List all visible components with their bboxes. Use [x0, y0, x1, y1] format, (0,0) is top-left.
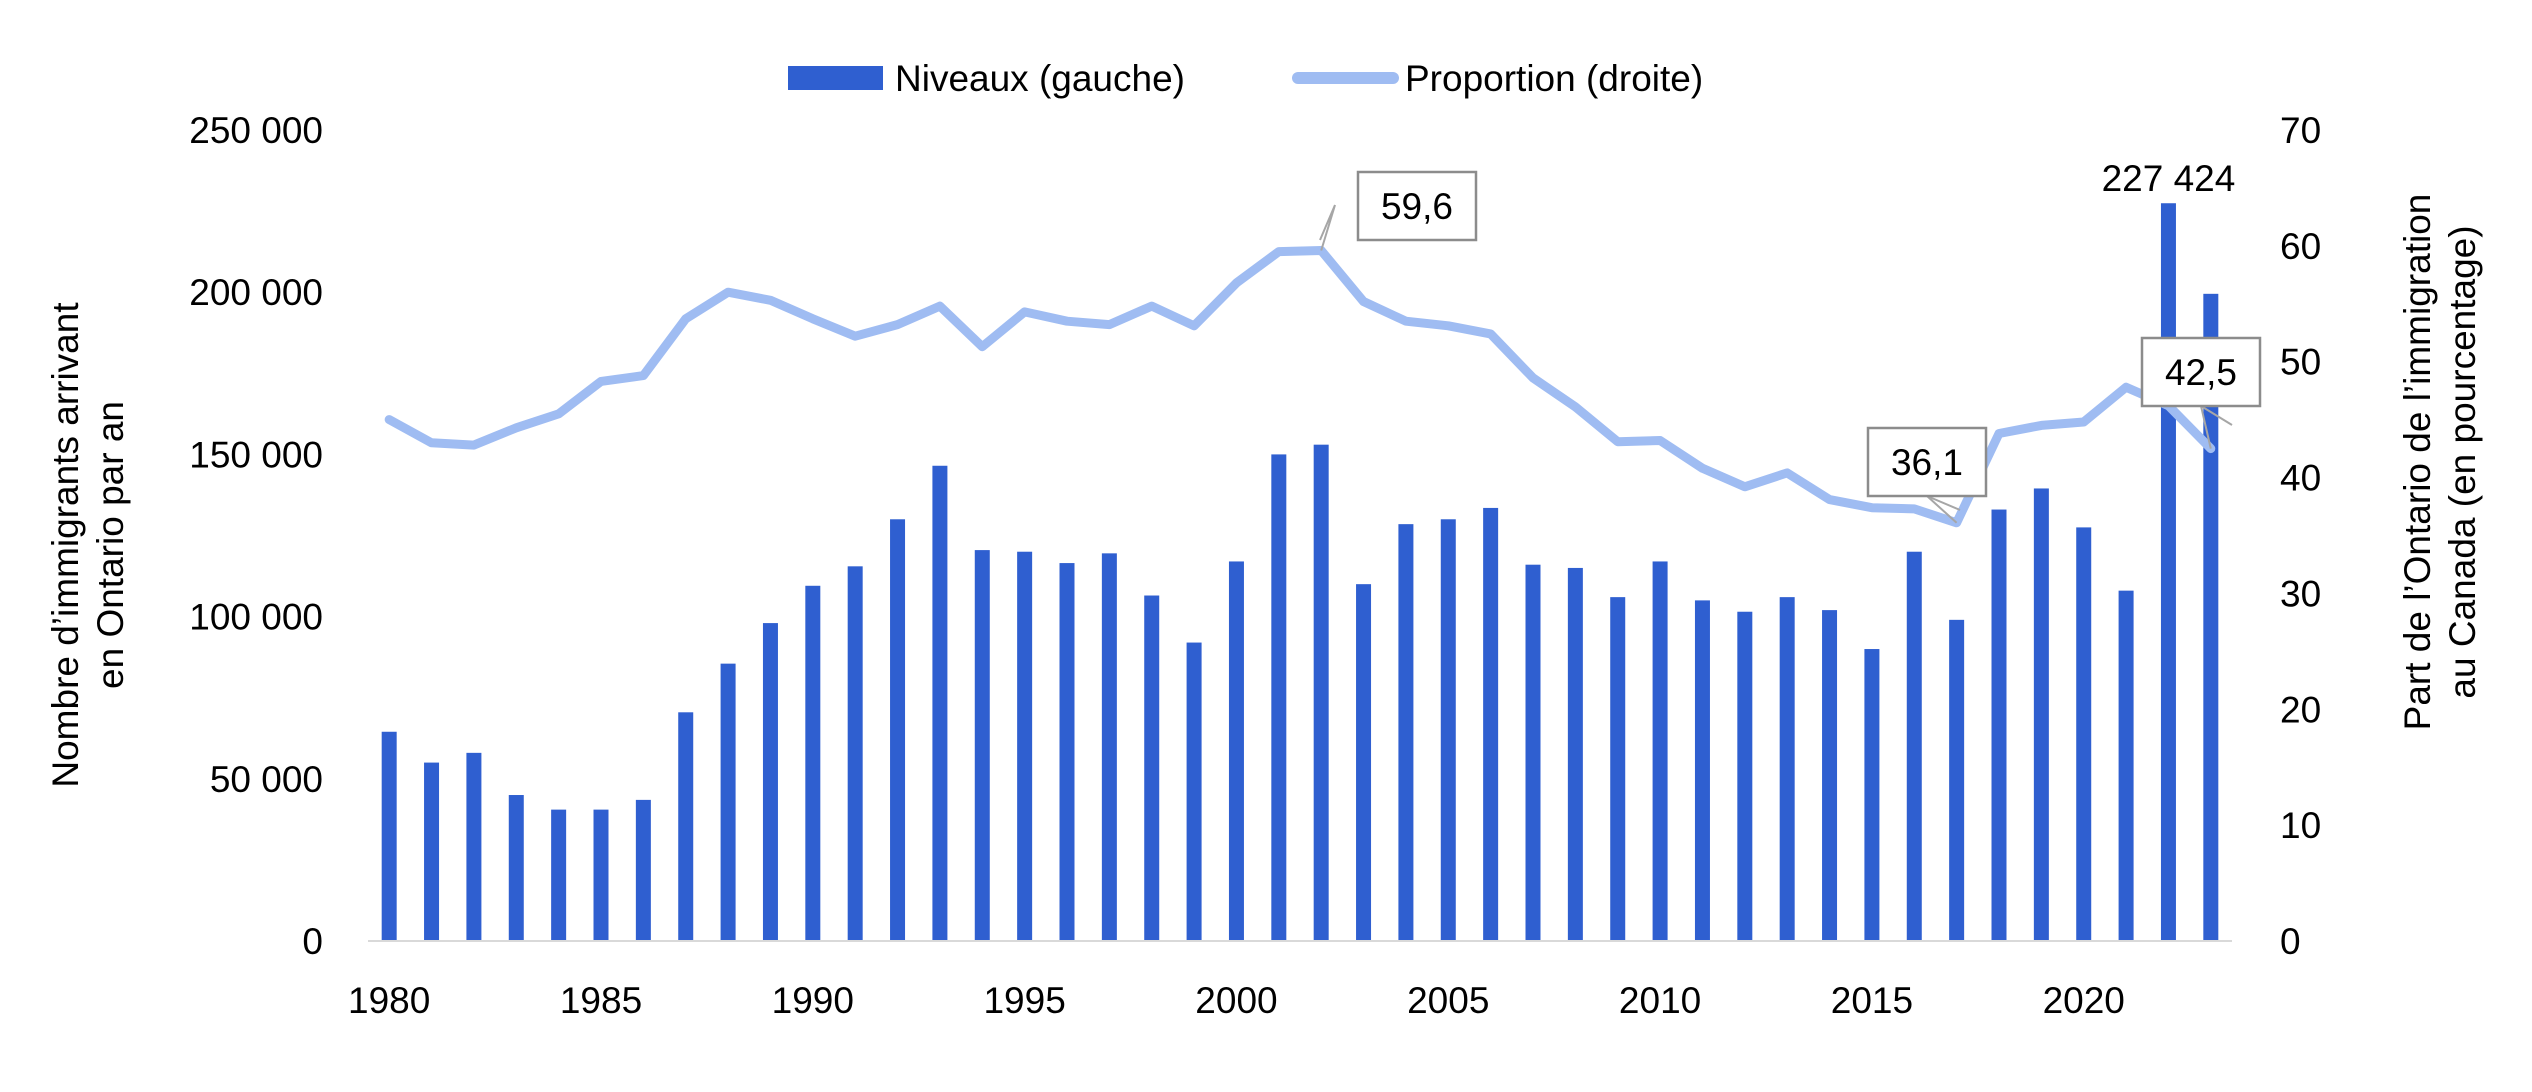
callout-label: 42,5 — [2165, 352, 2237, 393]
right-tick-label: 70 — [2280, 110, 2321, 151]
right-tick-label: 50 — [2280, 342, 2321, 383]
bar — [2118, 590, 2134, 941]
bar — [974, 550, 990, 941]
callout-box — [1356, 170, 1478, 242]
bar — [1822, 610, 1838, 941]
bar — [1356, 584, 1372, 941]
bar — [1313, 444, 1329, 941]
bar — [1610, 597, 1626, 941]
bar — [1779, 597, 1795, 941]
bar — [2033, 488, 2049, 941]
callout-label: 36,1 — [1891, 442, 1963, 483]
right-tick-label: 30 — [2280, 573, 2321, 614]
bar — [508, 795, 524, 941]
left-tick-label: 50 000 — [210, 759, 323, 800]
x-tick-label: 2015 — [1831, 980, 1913, 1021]
bar — [381, 731, 397, 941]
x-tick-label: 1990 — [772, 980, 854, 1021]
bar — [1017, 551, 1033, 941]
x-tick-label: 1980 — [348, 980, 430, 1021]
x-tick-label: 1995 — [983, 980, 1065, 1021]
bar — [847, 566, 863, 941]
legend-label-proportion: Proportion (droite) — [1405, 58, 1703, 99]
left-tick-label: 250 000 — [189, 110, 323, 151]
right-axis-title-line1: Part de l’Ontario de l’immigration — [2397, 194, 2438, 731]
bar — [1101, 553, 1117, 941]
bar — [1271, 454, 1287, 941]
bar — [1228, 561, 1244, 941]
right-axis-title-line2: au Canada (en pourcentage) — [2442, 225, 2483, 698]
x-tick-label: 2010 — [1619, 980, 1701, 1021]
bar — [424, 762, 440, 941]
bar — [1991, 509, 2007, 941]
callout-leader — [1319, 204, 1336, 251]
bar — [1949, 619, 1965, 941]
right-tick-label: 20 — [2280, 689, 2321, 730]
right-tick-label: 60 — [2280, 226, 2321, 267]
x-tick-label: 2005 — [1407, 980, 1489, 1021]
bar — [1525, 564, 1541, 941]
bar — [890, 519, 906, 941]
bar — [2160, 203, 2176, 941]
bar — [1059, 563, 1075, 941]
legend-swatch-niveaux — [788, 66, 883, 90]
left-tick-label: 150 000 — [189, 434, 323, 475]
bar — [762, 623, 778, 941]
left-axis-title-line2: en Ontario par an — [90, 401, 131, 689]
bar-data-label: 227 424 — [2102, 158, 2236, 199]
bar — [720, 663, 736, 941]
x-tick-label: 1985 — [560, 980, 642, 1021]
right-tick-label: 40 — [2280, 458, 2321, 499]
left-axis-title-line1: Nombre d’immigrants arrivant — [45, 302, 86, 788]
x-tick-label: 2000 — [1195, 980, 1277, 1021]
left-tick-label: 200 000 — [189, 272, 323, 313]
x-tick-label: 2020 — [2043, 980, 2125, 1021]
x-axis-ticks: 1980 1985 1990 1995 2000 2005 2010 2015 2020 — [348, 980, 2125, 1021]
left-tick-label: 0 — [302, 921, 323, 962]
bar — [1567, 567, 1583, 941]
annotations: 59,6 36,1 42,5 227 424 — [1319, 158, 2262, 524]
line-series — [384, 246, 2216, 528]
bar — [1694, 600, 1710, 941]
right-tick-label: 0 — [2280, 921, 2301, 962]
callout-box — [2140, 336, 2262, 408]
bar — [678, 712, 694, 941]
bar — [1186, 642, 1202, 941]
bar — [466, 752, 482, 941]
bar — [551, 809, 567, 941]
bar — [1906, 551, 1922, 941]
proportion-line — [384, 246, 2216, 528]
bar — [635, 799, 651, 941]
bar — [1144, 595, 1160, 941]
legend-label-niveaux: Niveaux (gauche) — [895, 58, 1185, 99]
bar — [932, 465, 948, 941]
callout-box — [1866, 426, 1988, 498]
bar — [1483, 507, 1499, 941]
bar — [1398, 524, 1414, 941]
bar — [1652, 561, 1668, 941]
right-tick-label: 10 — [2280, 805, 2321, 846]
bar — [1440, 519, 1456, 941]
bar — [593, 809, 609, 941]
left-tick-label: 100 000 — [189, 597, 323, 638]
callout-label: 59,6 — [1381, 186, 1453, 227]
bar-series — [381, 203, 2219, 941]
legend: Niveaux (gauche) Proportion (droite) — [788, 58, 1703, 99]
left-axis-ticks: 0 50 000 100 000 150 000 200 000 250 000 — [189, 110, 323, 962]
bar — [805, 585, 821, 941]
bar — [1737, 611, 1753, 941]
bar — [2203, 293, 2219, 941]
bar — [1864, 649, 1880, 941]
bar — [2076, 527, 2092, 941]
right-axis-ticks: 0 10 20 30 40 50 60 70 — [2280, 110, 2321, 962]
